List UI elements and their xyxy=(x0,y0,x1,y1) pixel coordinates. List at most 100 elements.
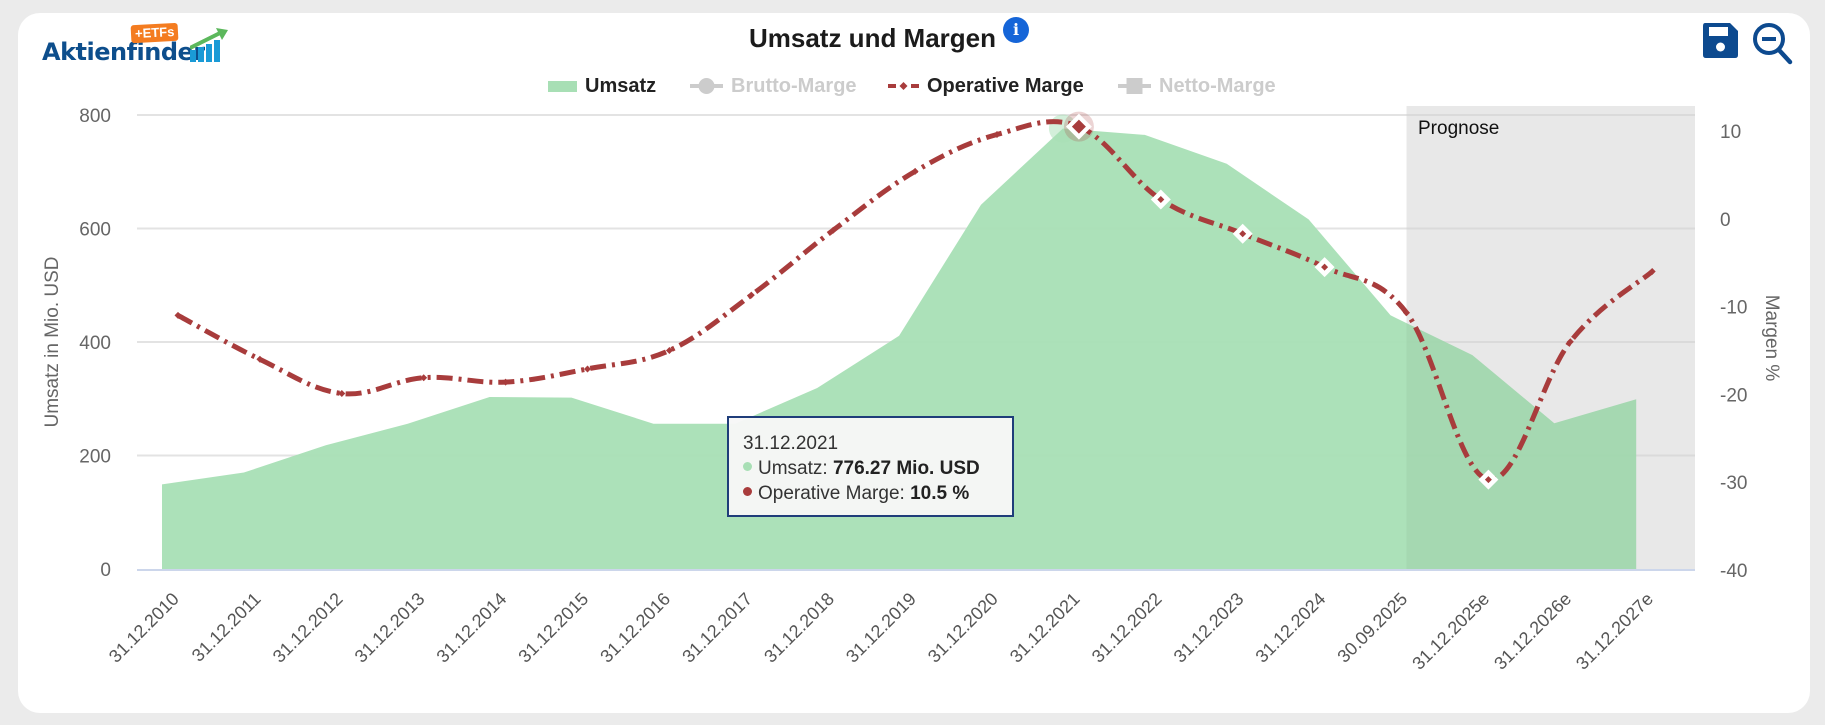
y-right-tick-label: -20 xyxy=(1720,385,1747,406)
save-icon[interactable] xyxy=(1702,22,1739,59)
x-tick-label: 31.12.2010 xyxy=(105,589,183,667)
legend-label: Brutto-Marge xyxy=(731,74,857,97)
operative-marge-point[interactable] xyxy=(1648,267,1656,275)
operative-marge-point[interactable] xyxy=(829,226,837,234)
operative-marge-point[interactable] xyxy=(993,131,1001,139)
dash-diamond-marker-icon xyxy=(888,82,919,90)
x-tick-label: 31.12.2027e xyxy=(1572,589,1657,674)
legend-label: Umsatz xyxy=(585,74,657,97)
legend-item-brutto-marge[interactable]: Brutto-Marge xyxy=(690,74,857,98)
x-tick-label: 31.12.2026e xyxy=(1490,589,1575,674)
legend-item-netto-marge[interactable]: Netto-Marge xyxy=(1118,74,1276,98)
diamond-marker xyxy=(1566,338,1574,346)
square-marker-icon xyxy=(1118,78,1151,94)
legend-item-umsatz[interactable]: Umsatz xyxy=(548,74,656,98)
operative-marge-point[interactable] xyxy=(1478,469,1499,490)
diamond-marker xyxy=(1484,476,1492,484)
tooltip-value: 10.5 % xyxy=(910,483,970,504)
y-left-tick-label: 200 xyxy=(79,447,111,468)
y-left-tick-label: 0 xyxy=(100,560,111,581)
forecast-band-overlay xyxy=(1406,106,1695,569)
operative-marge-point[interactable] xyxy=(338,390,346,398)
tooltip-value: 776.27 Mio. USD xyxy=(832,458,980,479)
operative-marge-point[interactable] xyxy=(1314,257,1335,278)
diamond-marker xyxy=(338,390,346,398)
operative-marge-point[interactable] xyxy=(1403,309,1410,317)
x-tick-label: 31.12.2023 xyxy=(1170,589,1248,667)
operative-marge-point[interactable] xyxy=(174,311,182,319)
operative-marge-point[interactable] xyxy=(911,167,919,175)
x-tick-label: 31.12.2025e xyxy=(1408,589,1493,674)
legend-item-operative-marge[interactable]: Operative Marge xyxy=(888,74,1084,98)
x-tick-label: 31.12.2018 xyxy=(760,589,838,667)
x-tick-label: 31.12.2017 xyxy=(678,589,756,667)
operative-marge-point[interactable] xyxy=(747,291,755,299)
y-right-tick-label: 0 xyxy=(1720,210,1731,231)
x-tick-label: 31.12.2014 xyxy=(433,589,511,667)
y-left-tick-label: 400 xyxy=(79,333,111,354)
y-left-tick-label: 800 xyxy=(79,106,111,127)
x-tick-label: 31.12.2020 xyxy=(924,589,1002,667)
chart-title: Umsatz und Margen xyxy=(748,23,997,53)
operative-marge-point[interactable] xyxy=(502,378,510,386)
diamond-marker xyxy=(174,311,182,319)
diamond-marker xyxy=(747,291,755,299)
tooltip-row-umsatz: Umsatz: 776.27 Mio. USD xyxy=(743,456,998,481)
operative-marge-point[interactable] xyxy=(1065,113,1092,140)
operative-marge-dot-icon xyxy=(743,487,752,497)
operative-marge-point[interactable] xyxy=(1566,338,1574,346)
diamond-marker xyxy=(502,378,510,386)
operative-marge-point[interactable] xyxy=(420,374,428,382)
x-tick-label: 31.12.2019 xyxy=(842,589,920,667)
x-tick-label: 31.12.2016 xyxy=(596,589,674,667)
y-right-tick-label: 10 xyxy=(1720,122,1741,143)
y-left-tick-label: 600 xyxy=(79,220,111,241)
circle-marker-icon xyxy=(690,78,723,94)
legend-label: Operative Marge xyxy=(927,74,1084,97)
x-tick-label: 31.12.2012 xyxy=(269,589,347,667)
operative-marge-point[interactable] xyxy=(1232,223,1253,244)
tooltip-row-operative-marge: Operative Marge: 10.5 % xyxy=(743,481,998,506)
y-axis-right-title: Margen % xyxy=(1761,295,1782,382)
operative-marge-point[interactable] xyxy=(665,347,673,354)
tooltip-label: Umsatz: xyxy=(758,458,833,479)
operative-marge-point[interactable] xyxy=(1150,189,1171,210)
diamond-marker xyxy=(256,355,264,363)
diamond-marker xyxy=(1239,230,1247,238)
diamond-marker xyxy=(1157,195,1165,203)
x-tick-label: 31.12.2022 xyxy=(1088,589,1166,667)
diamond-marker xyxy=(911,167,919,175)
tooltip-label: Operative Marge: xyxy=(758,483,911,504)
x-tick-label: 31.12.2015 xyxy=(514,589,592,667)
diamond-marker xyxy=(1321,263,1329,271)
x-tick-label: 31.12.2021 xyxy=(1006,589,1084,667)
forecast-band-label: Prognose xyxy=(1418,118,1499,139)
aktienfinder-logo[interactable]: Aktienfinder +ETFs xyxy=(42,22,228,70)
y-right-tick-label: -30 xyxy=(1720,473,1747,494)
diamond-marker xyxy=(1403,309,1410,317)
y-right-tick-label: -40 xyxy=(1720,561,1747,582)
diamond-marker xyxy=(420,374,428,382)
operative-marge-point[interactable] xyxy=(584,365,591,373)
diamond-marker xyxy=(993,131,1001,139)
operative-marge-point[interactable] xyxy=(256,355,264,363)
legend-label: Netto-Marge xyxy=(1159,74,1276,97)
info-icon[interactable]: i xyxy=(1003,17,1029,43)
y-axis-left-title: Umsatz in Mio. USD xyxy=(42,256,63,427)
logo-brand-text: Aktienfinder xyxy=(42,38,205,66)
diamond-marker xyxy=(829,226,837,234)
x-tick-label: 31.12.2011 xyxy=(188,589,265,666)
umsatz-area xyxy=(162,128,1637,569)
chart-title-wrap: Umsatz und Margen xyxy=(0,23,1745,54)
zoom-out-icon[interactable] xyxy=(1752,22,1794,66)
chart-tooltip: 31.12.2021 Umsatz: 776.27 Mio. USD Opera… xyxy=(727,416,1014,517)
x-tick-label: 31.12.2013 xyxy=(351,589,429,667)
y-right-tick-label: -10 xyxy=(1720,298,1747,319)
umsatz-dot-icon xyxy=(743,462,752,472)
diamond-marker xyxy=(584,365,591,373)
diamond-marker xyxy=(1071,119,1086,134)
x-tick-label: 30.09.2025 xyxy=(1333,589,1411,667)
logo-chart-icon xyxy=(190,28,228,62)
diamond-marker xyxy=(665,347,673,354)
